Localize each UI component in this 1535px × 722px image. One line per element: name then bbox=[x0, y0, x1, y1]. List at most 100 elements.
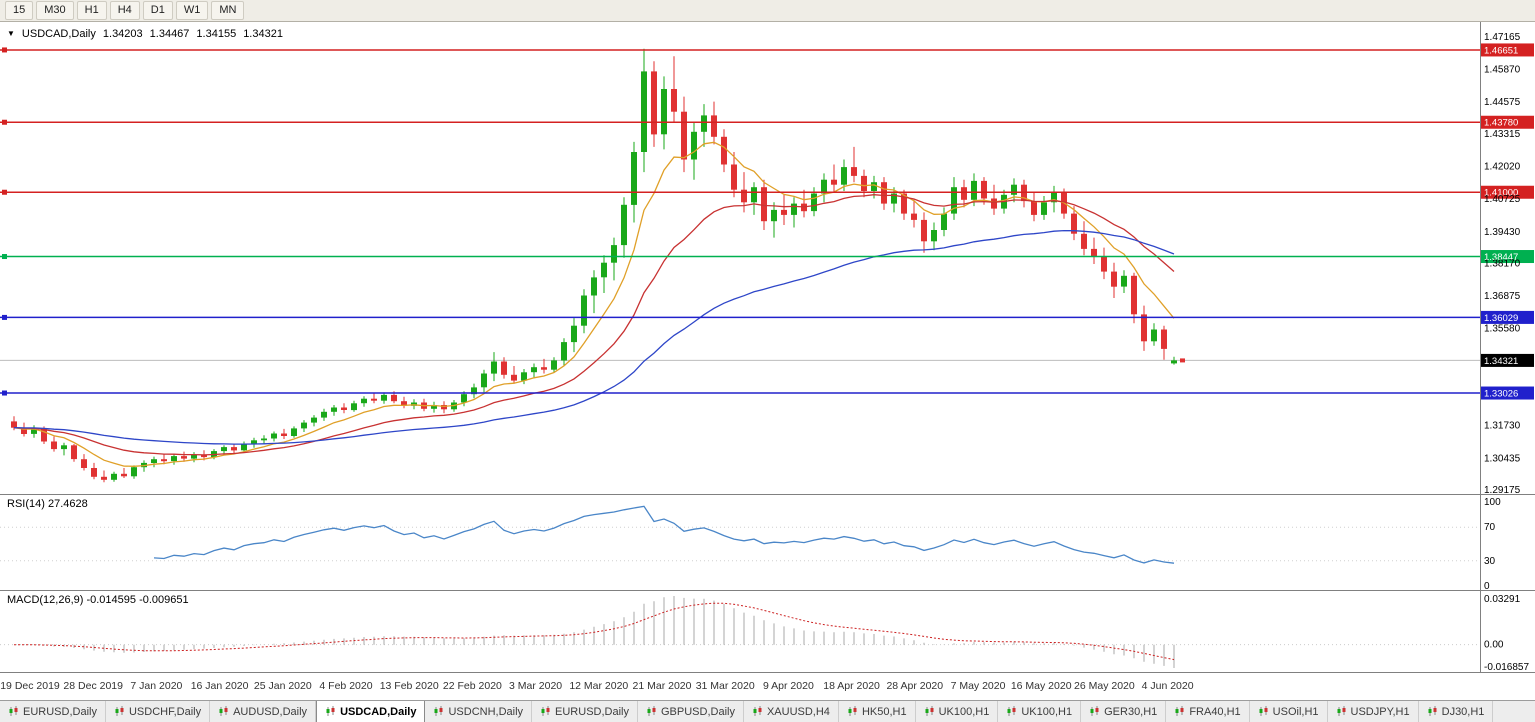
chart-tab-DJ30-H1[interactable]: DJ30,H1 bbox=[1418, 701, 1494, 722]
candle-body bbox=[1031, 201, 1037, 215]
candle-body bbox=[841, 167, 847, 185]
chart-tab-label: USDJPY,H1 bbox=[1350, 705, 1410, 718]
chart-tab-label: USDCAD,Daily bbox=[340, 705, 417, 718]
candle-body bbox=[1081, 233, 1087, 249]
chart-tab-USDCNH-Daily[interactable]: USDCNH,Daily bbox=[425, 701, 533, 722]
chart-tab-label: EURUSD,Daily bbox=[23, 705, 97, 718]
chart-tab-USOil-H1[interactable]: USOil,H1 bbox=[1249, 701, 1328, 722]
candle-body bbox=[371, 398, 377, 401]
candle-body bbox=[851, 167, 857, 176]
candle-body bbox=[671, 89, 677, 112]
candle-body bbox=[461, 394, 467, 403]
timeframe-button-M30[interactable]: M30 bbox=[36, 1, 74, 20]
chart-tab-icon bbox=[434, 706, 443, 716]
bid-price-badge bbox=[1481, 353, 1534, 367]
candle-body bbox=[41, 428, 47, 442]
chart-tab-USDCAD-Daily[interactable]: USDCAD,Daily bbox=[316, 701, 426, 722]
price-tick-label: 1.36875 bbox=[1484, 291, 1521, 302]
candle-body bbox=[101, 476, 107, 480]
price-tick-label: 1.29175 bbox=[1484, 485, 1521, 496]
timeframe-button-H4[interactable]: H4 bbox=[109, 1, 140, 20]
price-tick-label: 1.43315 bbox=[1484, 129, 1521, 140]
chart-tab-EURUSD-Daily[interactable]: EURUSD,Daily bbox=[532, 701, 638, 722]
macd-indicator-label: MACD(12,26,9) -0.014595 -0.009651 bbox=[7, 594, 189, 606]
candle-body bbox=[151, 459, 157, 463]
candle-body bbox=[321, 411, 327, 418]
date-label: 22 Feb 2020 bbox=[443, 680, 502, 692]
line-left-handle[interactable] bbox=[2, 314, 7, 320]
candle-body bbox=[661, 89, 667, 135]
chart-background bbox=[0, 22, 1535, 700]
chart-tab-icon bbox=[115, 706, 124, 716]
candle-body bbox=[91, 468, 97, 477]
price-level-badge-text: 1.33026 bbox=[1484, 389, 1518, 400]
chart-tabs-bar: EURUSD,Daily USDCHF,Daily AUDUSD,Daily USDC… bbox=[0, 700, 1535, 722]
line-left-handle[interactable] bbox=[2, 189, 7, 195]
chart-tab-USDJPY-H1[interactable]: USDJPY,H1 bbox=[1327, 701, 1419, 722]
line-left-handle[interactable] bbox=[2, 390, 7, 396]
price-tick-label: 1.40725 bbox=[1484, 194, 1521, 205]
candle-body bbox=[1071, 213, 1077, 234]
chart-tab-AUDUSD-Daily[interactable]: AUDUSD,Daily bbox=[210, 701, 317, 722]
price-level-badge bbox=[1481, 250, 1534, 264]
chart-tab-USDCHF-Daily[interactable]: USDCHF,Daily bbox=[105, 701, 211, 722]
candle-body bbox=[581, 295, 587, 326]
candle-body bbox=[991, 198, 997, 209]
candle-body bbox=[331, 407, 337, 412]
chart-tab-HK50-H1[interactable]: HK50,H1 bbox=[838, 701, 916, 722]
price-tick-label: 1.31730 bbox=[1484, 421, 1521, 432]
chart-tab-icon bbox=[1175, 706, 1184, 716]
candle-body bbox=[1131, 275, 1137, 315]
time-axis[interactable] bbox=[0, 672, 1480, 700]
candle-body bbox=[431, 405, 437, 409]
timeframe-button-W1[interactable]: W1 bbox=[175, 1, 209, 20]
date-label: 31 Mar 2020 bbox=[696, 680, 755, 692]
bid-price-badge-text: 1.34321 bbox=[1484, 356, 1518, 367]
timeframe-button-15[interactable]: 15 bbox=[5, 1, 34, 20]
chart-tab-label: GER30,H1 bbox=[1104, 705, 1158, 718]
date-label: 19 Dec 2019 bbox=[0, 680, 60, 692]
chart-tab-GBPUSD-Daily[interactable]: GBPUSD,Daily bbox=[638, 701, 744, 722]
date-label: 16 May 2020 bbox=[1011, 680, 1072, 692]
line-left-handle[interactable] bbox=[2, 47, 7, 53]
date-label: 28 Apr 2020 bbox=[886, 680, 943, 692]
chart-tab-EURUSD-Daily[interactable]: EURUSD,Daily bbox=[0, 701, 106, 722]
price-level-badge bbox=[1481, 43, 1534, 57]
timeframe-button-D1[interactable]: D1 bbox=[142, 1, 173, 20]
date-label: 28 Dec 2019 bbox=[63, 680, 123, 692]
candle-body bbox=[81, 459, 87, 468]
date-label: 3 Mar 2020 bbox=[509, 680, 562, 692]
candle-body bbox=[641, 71, 647, 152]
timeframe-button-MN[interactable]: MN bbox=[211, 1, 245, 20]
candle-body bbox=[631, 152, 637, 205]
price-axis[interactable] bbox=[1480, 22, 1535, 672]
timeframe-button-H1[interactable]: H1 bbox=[76, 1, 107, 20]
candle-body bbox=[1141, 314, 1147, 342]
macd-axis-label: -0.016857 bbox=[1484, 662, 1529, 673]
ohlc-low: 1.34155 bbox=[196, 28, 237, 40]
line-left-handle[interactable] bbox=[2, 119, 7, 125]
date-label: 12 Mar 2020 bbox=[569, 680, 628, 692]
candle-body bbox=[741, 189, 747, 203]
candle-body bbox=[591, 277, 597, 296]
candle-body bbox=[1121, 275, 1127, 287]
candle-body bbox=[241, 443, 247, 451]
price-level-badge-text: 1.43780 bbox=[1484, 118, 1518, 129]
chart-tab-XAUUSD-H4[interactable]: XAUUSD,H4 bbox=[743, 701, 839, 722]
line-left-handle[interactable] bbox=[2, 254, 7, 260]
chart-tab-UK100-H1[interactable]: UK100,H1 bbox=[915, 701, 999, 722]
candle-body bbox=[401, 401, 407, 406]
chart-tab-GER30-H1[interactable]: GER30,H1 bbox=[1081, 701, 1167, 722]
collapse-icon[interactable]: ▼ bbox=[7, 28, 15, 38]
rsi-axis-label: 70 bbox=[1484, 522, 1496, 533]
ohlc-high: 1.34467 bbox=[149, 28, 190, 40]
ohlc-close: 1.34321 bbox=[243, 28, 283, 40]
candle-body bbox=[921, 219, 927, 242]
chart-tab-UK100-H1[interactable]: UK100,H1 bbox=[998, 701, 1082, 722]
candle-body bbox=[651, 71, 657, 135]
candle-body bbox=[1041, 202, 1047, 215]
chart-tab-FRA40-H1[interactable]: FRA40,H1 bbox=[1166, 701, 1250, 722]
chart-tab-icon bbox=[925, 706, 934, 716]
price-level-badge-text: 1.38447 bbox=[1484, 252, 1518, 263]
candle-body bbox=[821, 179, 827, 194]
